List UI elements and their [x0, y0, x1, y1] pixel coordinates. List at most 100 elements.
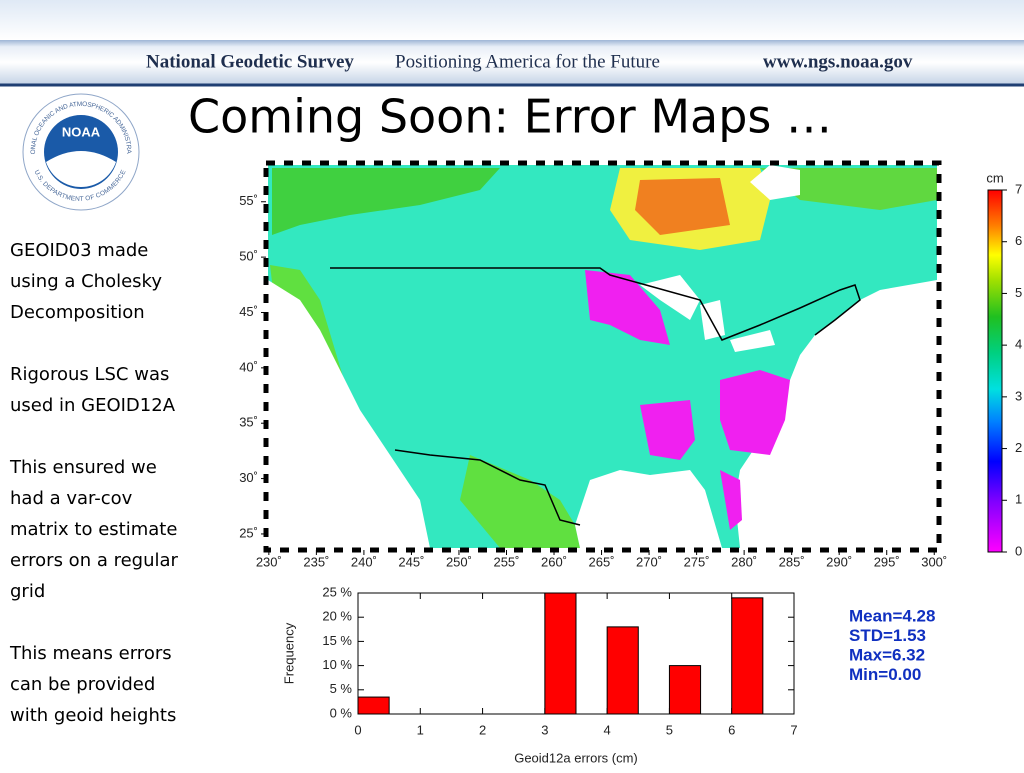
stat-line: STD=1.53 — [849, 626, 926, 645]
colorbar-label: 3 — [1015, 388, 1022, 403]
x-axis-label: Geoid12a errors (cm) — [514, 750, 638, 765]
x-tick-label: 3 — [541, 722, 548, 737]
colorbar-label: 4 — [1015, 337, 1022, 352]
map-region — [720, 370, 790, 455]
map — [263, 160, 942, 553]
colorbar-label: 7 — [1015, 181, 1022, 196]
paragraph-line: had a var-cov — [10, 488, 133, 509]
paragraph-line: using a Cholesky — [10, 271, 162, 292]
logo-name: NOAA — [62, 124, 101, 139]
y-tick-label: 40˚ — [239, 359, 258, 374]
map-region — [640, 400, 695, 460]
body-text: GEOID03 made using a Cholesky Decompositio… — [9, 240, 179, 726]
colorbar-unit: cm — [986, 170, 1003, 185]
paragraph-line: grid — [10, 581, 45, 602]
colorbar-label: 6 — [1015, 233, 1022, 248]
logo-gull — [46, 151, 116, 187]
paragraph-line: This ensured we — [9, 457, 157, 478]
x-tick-label: 260˚ — [541, 554, 567, 569]
paragraph-line: with geoid heights — [10, 705, 176, 726]
x-tick-label: 295˚ — [874, 554, 900, 569]
y-tick-label: 55˚ — [239, 193, 258, 208]
map-ocean — [268, 280, 430, 548]
x-tick-label: 255˚ — [493, 554, 519, 569]
y-axis-label: Frequency — [281, 622, 296, 684]
y-tick-label: 25˚ — [239, 525, 258, 540]
bar — [606, 626, 639, 715]
map-lake — [640, 275, 700, 320]
x-tick-label: 0 — [354, 722, 361, 737]
bar — [357, 696, 390, 715]
x-tick-label: 7 — [790, 722, 797, 737]
stat-line: Min=0.00 — [849, 665, 921, 684]
paragraph-line: can be provided — [10, 674, 155, 695]
header-org: National Geodetic Survey — [146, 51, 354, 72]
y-tick-label: 45˚ — [239, 304, 258, 319]
bar — [544, 592, 577, 715]
y-tick-label: 0 % — [330, 705, 353, 720]
colorbar-label: 5 — [1015, 285, 1022, 300]
paragraph-line: Rigorous LSC was — [10, 364, 169, 385]
map-region — [460, 455, 580, 548]
x-tick-label: 290˚ — [826, 554, 852, 569]
x-tick-label: 240˚ — [351, 554, 377, 569]
map-region — [720, 470, 742, 530]
bar — [731, 597, 764, 715]
header-bar — [0, 40, 1024, 85]
paragraph-line: GEOID03 made — [10, 240, 148, 261]
map-ocean — [735, 280, 937, 548]
map-region — [272, 168, 500, 235]
header-tagline: Positioning America for the Future — [395, 51, 660, 72]
stat-line: Mean=4.28 — [849, 606, 935, 625]
colorbar-label: 1 — [1015, 492, 1022, 507]
y-tick-label: 15 % — [322, 633, 352, 648]
paragraph-line: errors on a regular — [10, 550, 179, 571]
x-tick-label: 300˚ — [921, 554, 947, 569]
paragraph-line: This means errors — [9, 643, 172, 664]
x-tick-label: 275˚ — [684, 554, 710, 569]
map-frame — [263, 160, 942, 553]
x-tick-label: 5 — [666, 722, 673, 737]
bar — [668, 665, 702, 715]
x-tick-label: 265˚ — [589, 554, 615, 569]
map-region — [585, 270, 670, 345]
paragraph-line: Decomposition — [10, 302, 145, 323]
map-border — [330, 267, 861, 341]
x-tick-label: 6 — [728, 722, 735, 737]
map-border — [394, 449, 581, 526]
colorbar-label: 0 — [1015, 543, 1022, 558]
colorbar-label: 2 — [1015, 440, 1022, 455]
colorbar — [987, 189, 1003, 553]
stat-line: Max=6.32 — [849, 645, 925, 664]
slide-title: Coming Soon: Error Maps … — [188, 90, 832, 144]
y-tick-label: 50˚ — [239, 249, 258, 264]
x-tick-label: 280˚ — [731, 554, 757, 569]
y-tick-label: 10 % — [322, 657, 352, 672]
top-band — [0, 0, 1024, 40]
header-url: www.ngs.noaa.gov — [763, 51, 913, 72]
paragraph-line: used in GEOID12A — [10, 395, 176, 416]
x-tick-label: 230˚ — [256, 554, 282, 569]
y-tick-label: 35˚ — [239, 415, 258, 430]
map-region — [635, 178, 730, 235]
y-tick-label: 20 % — [322, 609, 352, 624]
map-lake — [730, 330, 775, 352]
x-tick-label: 285˚ — [779, 554, 805, 569]
x-tick-label: 4 — [604, 722, 611, 737]
y-tick-label: 30˚ — [239, 470, 258, 485]
x-tick-label: 250˚ — [446, 554, 472, 569]
map-ocean — [750, 165, 800, 200]
x-tick-label: 1 — [417, 722, 424, 737]
x-tick-label: 2 — [479, 722, 486, 737]
x-tick-label: 235˚ — [303, 554, 329, 569]
paragraph-line: matrix to estimate — [10, 519, 177, 540]
x-tick-label: 270˚ — [636, 554, 662, 569]
y-tick-label: 5 % — [330, 681, 353, 696]
y-tick-label: 25 % — [322, 584, 352, 599]
map-region — [760, 168, 937, 210]
map-ocean — [575, 470, 722, 548]
x-tick-label: 245˚ — [398, 554, 424, 569]
